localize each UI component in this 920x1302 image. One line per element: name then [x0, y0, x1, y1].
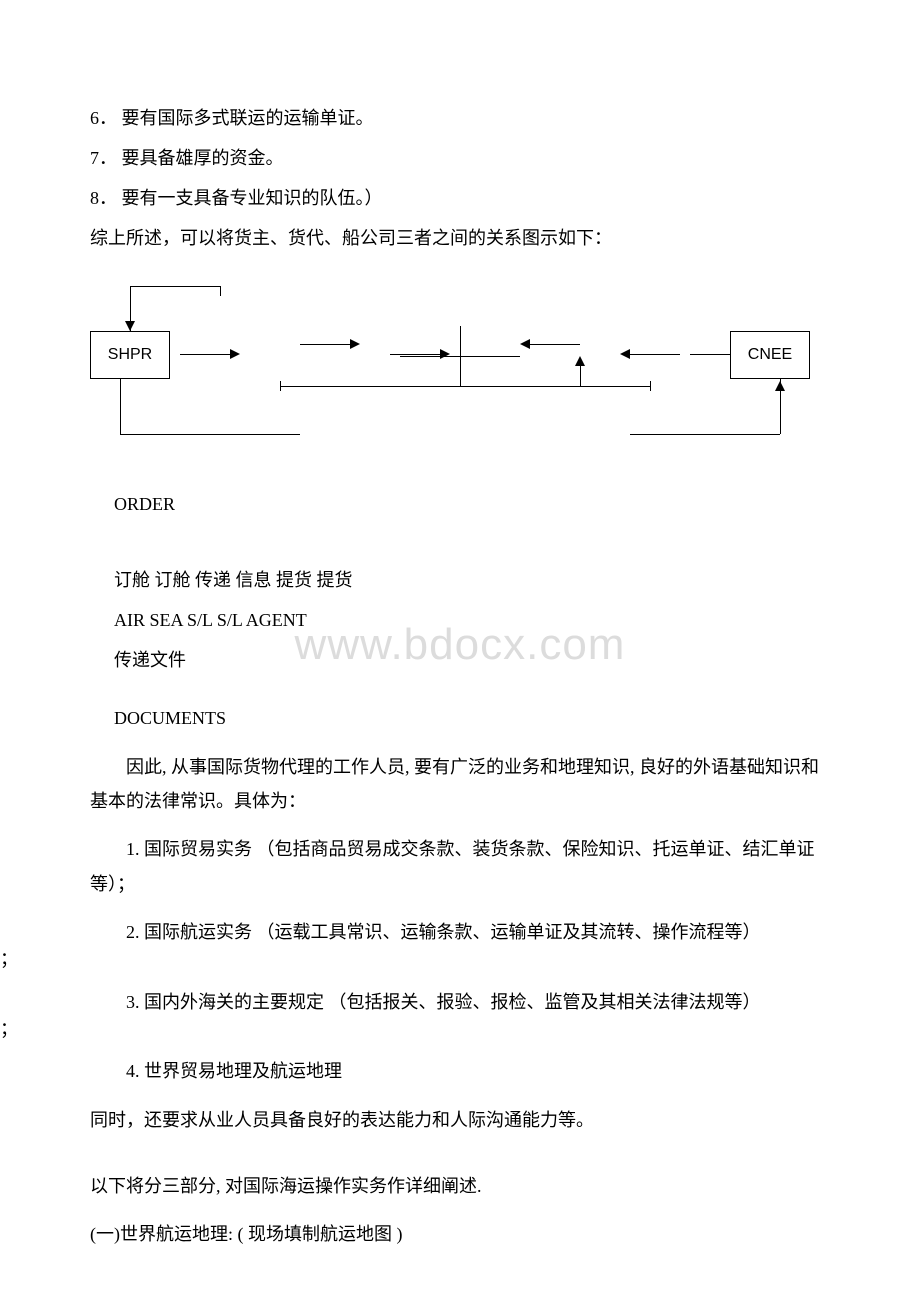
para-outline: 以下将分三部分, 对国际海运操作实务作详细阐述. — [90, 1169, 830, 1203]
documents-label: DOCUMENTS — [90, 700, 830, 736]
order-label: ORDER — [90, 486, 830, 522]
shpr-box: SHPR — [90, 331, 170, 379]
para-item-3: 3. 国内外海关的主要规定 （包括报关、报验、报检、监管及其相关法律法规等） — [90, 985, 830, 1019]
para-item-2: 2. 国际航运实务 （运载工具常识、运输条款、运输单证及其流转、操作流程等） — [90, 915, 830, 949]
para-section-1: (一)世界航运地理: ( 现场填制航运地图 ) — [90, 1217, 830, 1251]
semicolon-2: ； — [0, 1019, 830, 1041]
booking-line: 订舱 订舱 传递 信息 提货 提货 — [90, 562, 830, 598]
agent-line: AIR SEA S/L S/L AGENT — [90, 602, 830, 638]
para-item-4: 4. 世界贸易地理及航运地理 — [90, 1054, 830, 1088]
semicolon-1: ； — [0, 949, 830, 971]
list-item-6: 6． 要有国际多式联运的运输单证。 — [90, 100, 830, 136]
transfer-line: 传递文件 — [90, 642, 830, 678]
relationship-diagram: SHPR CNEE — [90, 286, 810, 466]
summary-line: 综上所述，可以将货主、货代、船公司三者之间的关系图示如下： — [90, 220, 830, 256]
list-item-7: 7． 要具备雄厚的资金。 — [90, 140, 830, 176]
list-item-8: 8． 要有一支具备专业知识的队伍。） — [90, 180, 830, 216]
para-intro: 因此, 从事国际货物代理的工作人员, 要有广泛的业务和地理知识, 良好的外语基础… — [90, 750, 830, 818]
para-additional: 同时，还要求从业人员具备良好的表达能力和人际沟通能力等。 — [90, 1103, 830, 1137]
document-content: 6． 要有国际多式联运的运输单证。 7． 要具备雄厚的资金。 8． 要有一支具备… — [90, 100, 830, 1251]
para-item-1: 1. 国际贸易实务 （包括商品贸易成交条款、装货条款、保险知识、托运单证、结汇单… — [90, 832, 830, 900]
cnee-box: CNEE — [730, 331, 810, 379]
